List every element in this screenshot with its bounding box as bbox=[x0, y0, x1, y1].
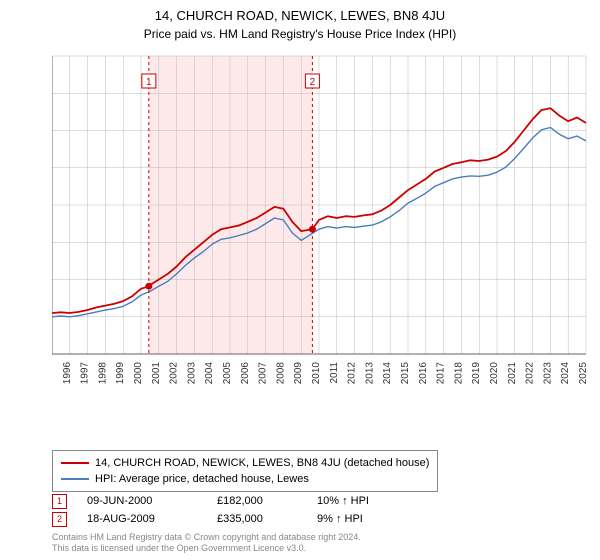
svg-text:1998: 1998 bbox=[97, 362, 108, 385]
legend-swatch bbox=[61, 462, 89, 464]
page-title: 14, CHURCH ROAD, NEWICK, LEWES, BN8 4JU bbox=[0, 0, 600, 23]
svg-text:2025: 2025 bbox=[578, 362, 589, 385]
transaction-table: 1 09-JUN-2000£182,00010% ↑ HPI 2 18-AUG-200… bbox=[52, 492, 417, 528]
svg-text:2007: 2007 bbox=[258, 362, 269, 385]
footer-line-1: Contains HM Land Registry data © Crown c… bbox=[52, 532, 361, 543]
svg-text:1997: 1997 bbox=[80, 362, 91, 385]
svg-text:2014: 2014 bbox=[382, 362, 393, 385]
svg-text:2006: 2006 bbox=[240, 362, 251, 385]
svg-text:2011: 2011 bbox=[329, 362, 340, 384]
svg-text:2017: 2017 bbox=[436, 362, 447, 385]
svg-text:1999: 1999 bbox=[115, 362, 126, 385]
transaction-date: 18-AUG-2009 bbox=[87, 513, 217, 525]
svg-text:2008: 2008 bbox=[275, 362, 286, 385]
legend-item: HPI: Average price, detached house, Lewe… bbox=[61, 471, 429, 487]
transaction-marker: 2 bbox=[52, 512, 67, 527]
legend-item: 14, CHURCH ROAD, NEWICK, LEWES, BN8 4JU … bbox=[61, 455, 429, 471]
transaction-price: £335,000 bbox=[217, 513, 317, 525]
transaction-price: £182,000 bbox=[217, 495, 317, 507]
transaction-date: 09-JUN-2000 bbox=[87, 495, 217, 507]
svg-text:2004: 2004 bbox=[204, 362, 215, 385]
transaction-row: 1 09-JUN-2000£182,00010% ↑ HPI bbox=[52, 492, 417, 510]
svg-text:2013: 2013 bbox=[364, 362, 375, 385]
legend-swatch bbox=[61, 478, 89, 480]
svg-text:2018: 2018 bbox=[453, 362, 464, 385]
svg-text:1995: 1995 bbox=[52, 362, 55, 385]
svg-text:2009: 2009 bbox=[293, 362, 304, 385]
footer-attribution: Contains HM Land Registry data © Crown c… bbox=[52, 532, 361, 554]
legend-label: HPI: Average price, detached house, Lewe… bbox=[95, 473, 309, 485]
transaction-hpi: 9% ↑ HPI bbox=[317, 513, 417, 525]
svg-text:2: 2 bbox=[310, 77, 316, 88]
svg-text:1996: 1996 bbox=[62, 362, 73, 385]
svg-text:1: 1 bbox=[146, 77, 152, 88]
svg-text:2015: 2015 bbox=[400, 362, 411, 385]
transaction-hpi: 10% ↑ HPI bbox=[317, 495, 417, 507]
svg-text:2003: 2003 bbox=[186, 362, 197, 385]
price-chart: £0£100K£200K£300K£400K£500K£600K£700K£80… bbox=[52, 50, 592, 400]
transaction-row: 2 18-AUG-2009£335,0009% ↑ HPI bbox=[52, 510, 417, 528]
svg-text:2016: 2016 bbox=[418, 362, 429, 385]
footer-line-2: This data is licensed under the Open Gov… bbox=[52, 543, 361, 554]
svg-text:2023: 2023 bbox=[542, 362, 553, 385]
chart-legend: 14, CHURCH ROAD, NEWICK, LEWES, BN8 4JU … bbox=[52, 450, 438, 492]
svg-text:2020: 2020 bbox=[489, 362, 500, 385]
legend-label: 14, CHURCH ROAD, NEWICK, LEWES, BN8 4JU … bbox=[95, 457, 429, 469]
svg-text:2021: 2021 bbox=[507, 362, 518, 385]
page-subtitle: Price paid vs. HM Land Registry's House … bbox=[0, 23, 600, 41]
svg-text:2000: 2000 bbox=[133, 362, 144, 385]
transaction-marker: 1 bbox=[52, 494, 67, 509]
svg-text:2002: 2002 bbox=[169, 362, 180, 385]
svg-text:2001: 2001 bbox=[151, 362, 162, 385]
svg-text:2005: 2005 bbox=[222, 362, 233, 385]
svg-text:2019: 2019 bbox=[471, 362, 482, 385]
svg-text:2010: 2010 bbox=[311, 362, 322, 385]
svg-text:2012: 2012 bbox=[347, 362, 358, 385]
svg-text:2024: 2024 bbox=[560, 362, 571, 385]
svg-text:2022: 2022 bbox=[525, 362, 536, 385]
